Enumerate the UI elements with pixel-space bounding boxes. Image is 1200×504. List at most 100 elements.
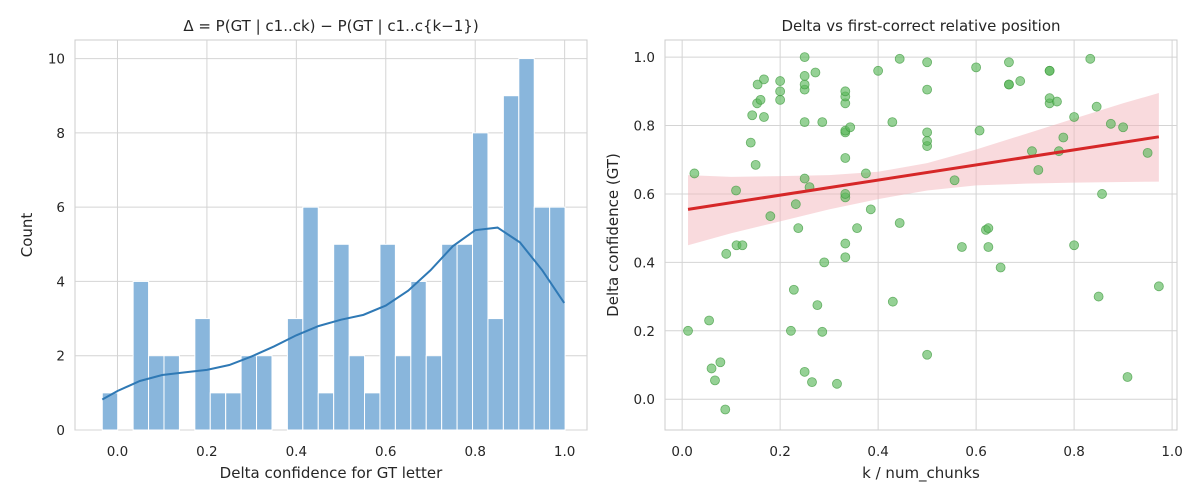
scatter-point <box>1091 101 1102 112</box>
scatter-point <box>799 366 810 377</box>
histogram-bar <box>425 355 443 431</box>
scatter-point <box>790 199 801 210</box>
histogram-bar <box>163 355 180 431</box>
confidence-band <box>688 93 1159 246</box>
histogram-panel: 0.0 0.2 0.4 0.6 0.8 1.0 0 2 4 6 8 10 Δ = P(GT | c1… <box>18 17 588 482</box>
y-tick-label: 0 <box>56 423 65 439</box>
scatter-title: Delta vs first-correct relative position <box>781 17 1060 35</box>
x-tick-label: 0.4 <box>286 444 307 460</box>
scatter-point <box>1052 96 1062 107</box>
x-tick-label: 0.8 <box>464 444 485 460</box>
x-tick-label: 0.6 <box>375 444 396 460</box>
scatter-point <box>922 136 933 146</box>
scatter-point <box>887 296 898 307</box>
scatter-point <box>775 94 786 105</box>
histogram-bar <box>209 392 227 431</box>
scatter-point <box>1097 189 1107 199</box>
scatter-point <box>817 117 828 128</box>
scatter-points <box>683 52 1164 415</box>
scatter-point <box>1033 165 1044 175</box>
scatter-point <box>1093 291 1104 302</box>
scatter-point <box>922 84 933 95</box>
histogram-y-ticks: 0 2 4 6 8 10 <box>48 52 65 439</box>
y-tick-label: 8 <box>56 126 65 142</box>
scatter-point <box>775 76 786 86</box>
scatter-point <box>1122 372 1133 382</box>
histogram-bar <box>240 355 258 431</box>
histogram-bar <box>148 355 165 431</box>
scatter-point <box>852 223 862 234</box>
scatter-gridlines <box>665 40 1177 430</box>
histogram-bar <box>225 392 242 431</box>
scatter-point <box>799 79 810 90</box>
x-tick-label: 0.0 <box>107 444 128 460</box>
scatter-point <box>704 315 714 326</box>
scatter-point <box>799 117 810 128</box>
histogram-bar <box>410 280 427 431</box>
histogram-y-label: Count <box>18 213 36 258</box>
y-tick-label: 0.0 <box>634 392 655 408</box>
scatter-point <box>775 86 786 97</box>
scatter-point <box>1069 240 1080 251</box>
scatter-point <box>752 79 763 90</box>
x-tick-label: 0.6 <box>965 444 986 460</box>
scatter-point <box>832 378 842 389</box>
scatter-point <box>974 125 985 136</box>
histogram-bar <box>456 243 474 431</box>
x-tick-label: 1.0 <box>1161 444 1182 460</box>
scatter-point <box>810 67 821 78</box>
histogram-bar <box>132 280 150 431</box>
scatter-point <box>860 168 871 179</box>
scatter-point <box>715 357 726 368</box>
scatter-point <box>983 242 994 252</box>
x-tick-label: 0.4 <box>867 444 888 460</box>
scatter-point <box>759 112 769 122</box>
histogram-bar <box>364 392 381 431</box>
scatter-point <box>894 218 905 228</box>
histogram-bar <box>379 243 396 431</box>
scatter-point <box>1105 118 1116 129</box>
scatter-point <box>840 153 851 163</box>
scatter-point <box>747 110 758 121</box>
scatter-x-label: k / num_chunks <box>862 464 980 483</box>
histogram-bar <box>194 318 211 431</box>
histogram-bar <box>487 318 504 431</box>
scatter-point <box>840 252 851 263</box>
scatter-y-ticks: 0.0 0.2 0.4 0.6 0.8 1.0 <box>634 50 655 408</box>
scatter-point <box>922 57 933 68</box>
scatter-point <box>759 74 769 85</box>
scatter-point <box>799 52 810 63</box>
scatter-point <box>840 189 851 199</box>
y-tick-label: 0.8 <box>634 119 655 135</box>
y-tick-label: 0.6 <box>634 187 655 203</box>
histogram-bar <box>317 392 335 431</box>
scatter-point <box>799 173 810 184</box>
y-tick-label: 2 <box>56 349 65 365</box>
scatter-point <box>1027 146 1037 157</box>
scatter-point <box>706 363 717 374</box>
scatter-point <box>840 238 851 249</box>
x-tick-label: 0.2 <box>769 444 790 460</box>
ci-band-area <box>688 93 1159 246</box>
scatter-point <box>793 223 804 234</box>
histogram-bar <box>533 206 551 431</box>
scatter-point <box>788 284 799 295</box>
histogram-bar <box>302 206 319 431</box>
scatter-point <box>887 117 898 128</box>
scatter-point <box>957 242 967 252</box>
x-tick-label: 0.2 <box>196 444 217 460</box>
scatter-point <box>1015 76 1026 86</box>
kde-line <box>101 226 566 401</box>
y-tick-label: 0.2 <box>634 324 655 340</box>
scatter-point <box>807 377 817 388</box>
scatter-point <box>819 257 830 268</box>
scatter-point <box>840 86 851 97</box>
scatter-point <box>1004 79 1014 90</box>
scatter-point <box>1142 147 1153 158</box>
scatter-point <box>1085 53 1096 64</box>
histogram-bar <box>441 243 458 431</box>
y-tick-label: 0.4 <box>634 255 655 271</box>
scatter-point <box>922 127 933 138</box>
histogram-x-ticks: 0.0 0.2 0.4 0.6 0.8 1.0 <box>107 444 576 460</box>
